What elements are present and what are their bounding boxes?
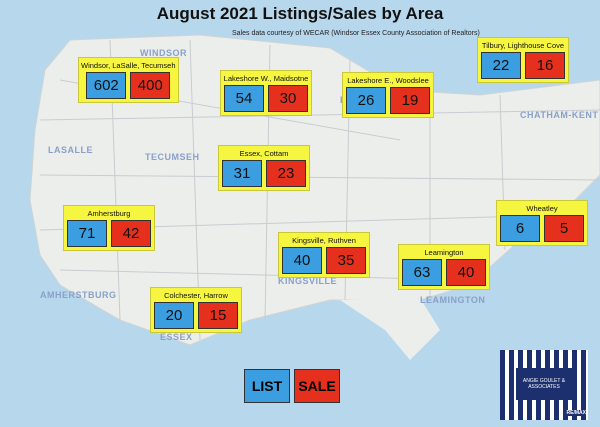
map-label: KINGSVILLE xyxy=(278,276,338,286)
area-name: Leamington xyxy=(424,248,464,257)
area-cells: 31 23 xyxy=(219,160,309,190)
map-label: ESSEX xyxy=(160,332,193,342)
area-box: Tilbury, Lighthouse Cove 22 16 xyxy=(477,37,569,83)
area-name: Lakeshore W., Maidsotne xyxy=(223,74,309,83)
area-name: Wheatley xyxy=(526,204,558,213)
area-cells: 22 16 xyxy=(478,52,568,82)
area-cells: 54 30 xyxy=(221,85,311,115)
area-name: Tilbury, Lighthouse Cove xyxy=(481,41,565,50)
sale-count: 42 xyxy=(111,220,151,247)
sale-count: 35 xyxy=(326,247,366,274)
map-label: WINDSOR xyxy=(140,48,187,58)
sale-count: 23 xyxy=(266,160,306,187)
map-label: TECUMSEH xyxy=(145,152,200,162)
logo-brand: RE/MAX xyxy=(566,410,586,416)
map-label: AMHERSTBURG xyxy=(40,290,117,300)
area-cells: 602 400 xyxy=(79,72,178,102)
area-name: Amherstburg xyxy=(87,209,131,218)
sale-count: 30 xyxy=(268,85,308,112)
area-box: Amherstburg 71 42 xyxy=(63,205,155,251)
subtitle: Sales data courtesy of WECAR (Windsor Es… xyxy=(232,30,480,37)
area-cells: 71 42 xyxy=(64,220,154,250)
area-name: Windsor, LaSalle, Tecumseh xyxy=(81,61,176,70)
list-count: 22 xyxy=(481,52,521,79)
sale-count: 16 xyxy=(525,52,565,79)
list-count: 20 xyxy=(154,302,194,329)
area-name: Essex, Cottam xyxy=(239,149,289,158)
legend-list: LIST xyxy=(244,369,290,403)
sale-count: 15 xyxy=(198,302,238,329)
sale-count: 5 xyxy=(544,215,584,242)
logo-name: ANGIE GOULET & ASSOCIATES xyxy=(516,368,572,400)
area-box: Kingsville, Ruthven 40 35 xyxy=(278,232,370,278)
map-label: LEAMINGTON xyxy=(420,295,486,305)
area-box: Colchester, Harrow 20 15 xyxy=(150,287,242,333)
list-count: 63 xyxy=(402,259,442,286)
area-name: Kingsville, Ruthven xyxy=(292,236,356,245)
map-label: LASALLE xyxy=(48,145,93,155)
area-name: Colchester, Harrow xyxy=(164,291,228,300)
area-box: Lakeshore W., Maidsotne 54 30 xyxy=(220,70,312,116)
list-count: 54 xyxy=(224,85,264,112)
sale-count: 400 xyxy=(130,72,171,99)
area-box: Leamington 63 40 xyxy=(398,244,490,290)
area-cells: 26 19 xyxy=(343,87,433,117)
list-count: 26 xyxy=(346,87,386,114)
logo: ANGIE GOULET & ASSOCIATES RE/MAX xyxy=(500,350,588,420)
title: August 2021 Listings/Sales by Area xyxy=(156,4,444,23)
area-box: Essex, Cottam 31 23 xyxy=(218,145,310,191)
area-box: Lakeshore E., Woodslee 26 19 xyxy=(342,72,434,118)
list-count: 31 xyxy=(222,160,262,187)
map-label: CHATHAM-KENT xyxy=(520,110,599,120)
area-box: Wheatley 6 5 xyxy=(496,200,588,246)
area-cells: 20 15 xyxy=(151,302,241,332)
sale-count: 19 xyxy=(390,87,430,114)
area-cells: 63 40 xyxy=(399,259,489,289)
list-count: 71 xyxy=(67,220,107,247)
area-name: Lakeshore E., Woodslee xyxy=(347,76,429,85)
legend-sale: SALE xyxy=(294,369,340,403)
list-count: 6 xyxy=(500,215,540,242)
sale-count: 40 xyxy=(446,259,486,286)
list-count: 602 xyxy=(86,72,127,99)
list-count: 40 xyxy=(282,247,322,274)
area-box: Windsor, LaSalle, Tecumseh 602 400 xyxy=(78,57,179,103)
area-cells: 40 35 xyxy=(279,247,369,277)
